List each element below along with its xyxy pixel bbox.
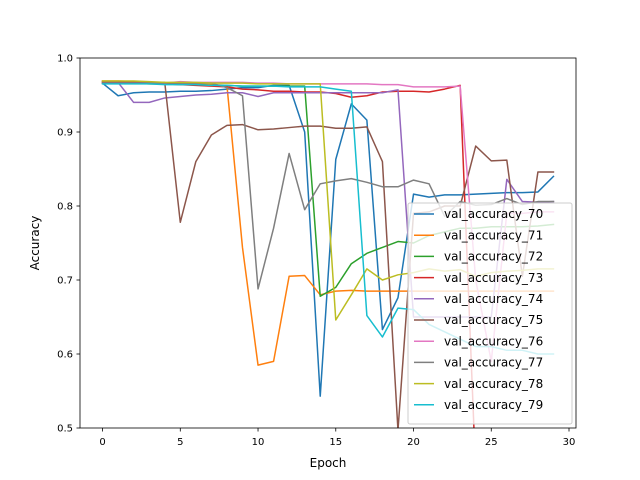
y-tick-label: 0.8 (57, 202, 73, 213)
legend: val_accuracy_70 val_accuracy_71 val_accura… (407, 202, 573, 425)
x-tick-label: 15 (329, 437, 342, 448)
legend-label: val_accuracy_76 (444, 334, 543, 348)
series-line-val_accuracy_70 (101, 82, 555, 397)
legend-label: val_accuracy_72 (444, 250, 543, 264)
x-tick-label: 10 (252, 437, 265, 448)
x-tick-label: 0 (99, 437, 105, 448)
legend-label: val_accuracy_75 (444, 313, 543, 327)
legend-box (407, 202, 573, 425)
legend-label: val_accuracy_77 (444, 356, 543, 370)
legend-label: val_accuracy_79 (444, 398, 543, 412)
y-tick-label: 0.9 (57, 128, 73, 139)
x-tick-label: 20 (407, 437, 420, 448)
y-tick-label: 0.6 (57, 350, 73, 361)
legend-label: val_accuracy_70 (444, 207, 543, 221)
y-tick-label: 1.0 (57, 54, 73, 65)
plot-frame (79, 57, 577, 429)
x-tick-label: 25 (485, 437, 498, 448)
y-tick-label: 0.5 (57, 424, 73, 435)
y-tick-label: 0.7 (57, 276, 73, 287)
series-line-val_accuracy_75 (101, 81, 555, 428)
x-tick-label: 5 (177, 437, 183, 448)
x-tick-label: 30 (563, 437, 576, 448)
legend-label: val_accuracy_73 (444, 271, 543, 285)
legend-label: val_accuracy_71 (444, 228, 543, 242)
x-axis-label: Epoch (310, 456, 347, 470)
y-axis-label: Accuracy (28, 216, 42, 271)
legend-label: val_accuracy_78 (444, 377, 543, 391)
legend-label: val_accuracy_74 (444, 292, 543, 306)
